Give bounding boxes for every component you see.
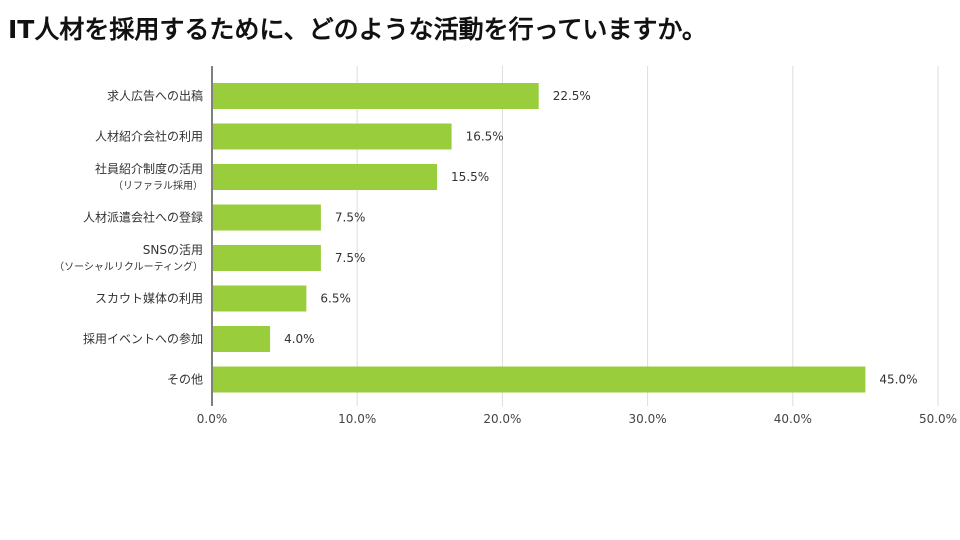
category-label: 人材派遣会社への登録	[83, 210, 203, 225]
bar	[213, 245, 321, 271]
category-label: 採用イベントへの参加	[83, 331, 203, 346]
data-label: 6.5%	[320, 292, 351, 306]
category-sublabel: （リファラル採用）	[113, 179, 203, 192]
data-label: 7.5%	[335, 211, 366, 225]
category-label: その他	[167, 373, 203, 387]
bar	[213, 123, 452, 150]
bar	[213, 83, 539, 109]
x-tick-label: 10.0%	[338, 412, 376, 426]
bar	[213, 164, 438, 190]
category-label: SNSの活用	[143, 243, 203, 257]
bars	[213, 83, 866, 393]
category-sublabel: （ソーシャルリクルーティング）	[54, 260, 203, 273]
data-label: 45.0%	[879, 373, 917, 387]
category-label: スカウト媒体の利用	[95, 292, 203, 306]
data-label: 7.5%	[335, 251, 366, 265]
data-label: 4.0%	[284, 332, 315, 346]
chart-title: IT人材を採用するために、どのような活動を行っていますか。	[8, 15, 707, 44]
gridlines	[356, 66, 939, 406]
data-label: 16.5%	[466, 130, 504, 144]
bar	[213, 285, 307, 312]
bar	[213, 204, 321, 231]
bar	[213, 326, 271, 352]
data-label: 15.5%	[451, 170, 489, 184]
x-tick-label: 20.0%	[483, 412, 521, 426]
data-labels: 22.5% 16.5% 15.5% 7.5% 7.5% 6.5% 4.0% 45.0%	[284, 89, 917, 387]
category-label: 人材紹介会社の利用	[95, 129, 203, 144]
category-label: 社員紹介制度の活用	[95, 161, 203, 176]
x-tick-label: 0.0%	[197, 412, 228, 426]
x-tick-label: 40.0%	[774, 412, 812, 426]
x-tick-label: 50.0%	[919, 412, 957, 426]
data-label: 22.5%	[553, 89, 591, 103]
category-label: 求人広告への出稿	[107, 88, 203, 103]
x-axis-ticks: 0.0% 10.0% 20.0% 30.0% 40.0% 50.0%	[197, 412, 957, 426]
bar	[213, 366, 866, 393]
x-tick-label: 30.0%	[629, 412, 667, 426]
